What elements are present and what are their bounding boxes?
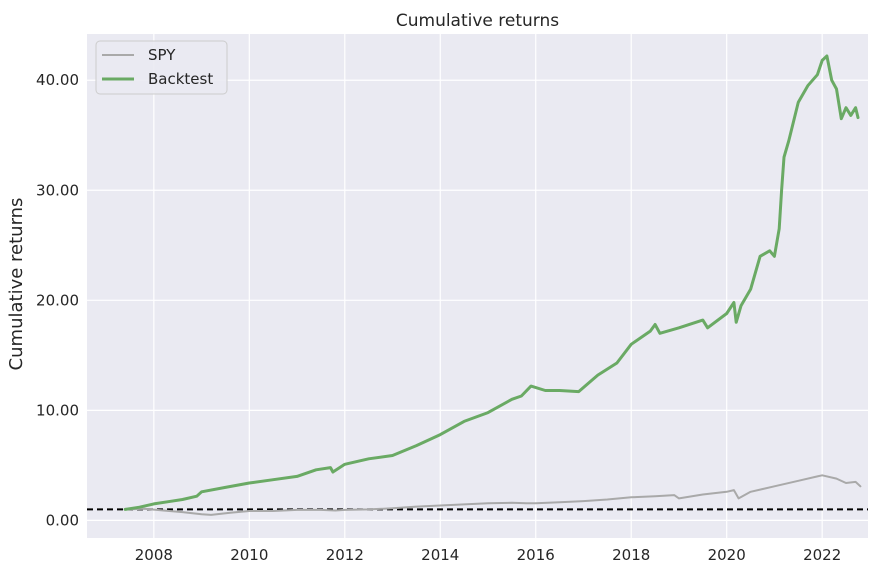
series-line-backtest (123, 54, 860, 511)
x-tick-label: 2008 (135, 546, 173, 564)
y-tick-label: 30.00 (36, 181, 79, 199)
x-tick-label: 2010 (230, 546, 268, 564)
series-lines (123, 54, 862, 516)
x-tick-label: 2022 (803, 546, 841, 564)
x-tick-label: 2016 (517, 546, 555, 564)
x-axis-ticks: 2008 2010 2012 2014 2016 2018 2020 2022 (135, 546, 842, 564)
x-tick-label: 2020 (708, 546, 746, 564)
legend-label-spy: SPY (148, 46, 176, 64)
x-tick-label: 2014 (421, 546, 459, 564)
legend: SPY Backtest (95, 40, 228, 95)
y-tick-label: 40.00 (36, 71, 79, 89)
y-tick-label: 10.00 (36, 401, 79, 419)
y-axis-ticks: 0.00 10.00 20.00 30.00 40.00 (36, 71, 79, 529)
x-tick-label: 2012 (326, 546, 364, 564)
chart-title: Cumulative returns (396, 11, 559, 31)
series-line-spy (124, 474, 862, 516)
y-axis-title: Cumulative returns (6, 198, 27, 371)
y-tick-label: 20.00 (36, 291, 79, 309)
plot-area (87, 34, 868, 538)
legend-label-backtest: Backtest (148, 70, 213, 88)
x-tick-label: 2018 (612, 546, 650, 564)
y-tick-label: 0.00 (46, 511, 79, 529)
gridlines (87, 34, 868, 538)
